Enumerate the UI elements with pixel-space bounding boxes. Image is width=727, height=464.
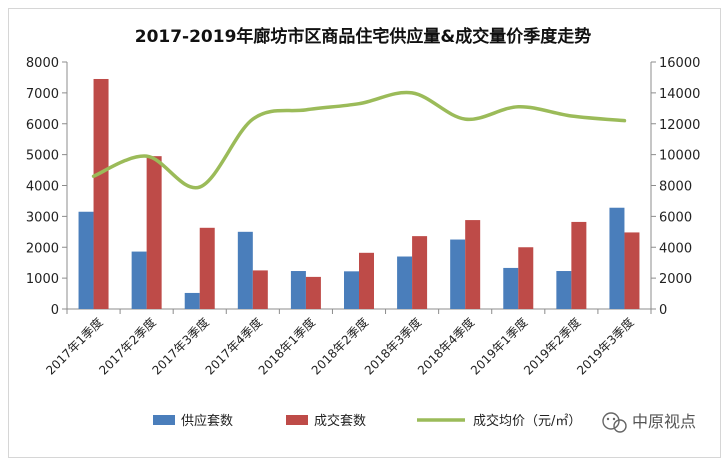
y-right-tick-label: 6000 [659, 210, 692, 225]
legend-item: 成交套数 [286, 413, 366, 429]
y-left-tick-label: 6000 [26, 118, 59, 133]
watermark: 中原视点 [602, 412, 696, 433]
bar-supply [237, 231, 253, 309]
bar-sales [199, 227, 215, 309]
y-right-tick-label: 8000 [659, 180, 692, 195]
bar-supply [450, 239, 466, 309]
y-left-tick-label: 1000 [26, 272, 59, 287]
y-right-tick-label: 2000 [659, 272, 692, 287]
bar-sales [146, 156, 162, 309]
y-left-tick-label: 0 [51, 303, 59, 318]
bar-supply [397, 256, 413, 309]
bar-sales [465, 220, 481, 309]
legend-label: 成交均价（元/㎡） [473, 413, 581, 429]
bar-supply [609, 207, 625, 309]
x-tick-label: 2019年3季度 [574, 315, 637, 378]
y-right-tick-label: 10000 [659, 149, 700, 164]
legend-label: 供应套数 [181, 413, 233, 429]
chart-frame [8, 8, 721, 458]
y-right-tick-label: 0 [659, 303, 667, 318]
legend-swatch [286, 415, 308, 425]
bar-sales [359, 252, 374, 309]
bar-sales [93, 78, 109, 309]
legend-swatch [153, 415, 175, 425]
bar-supply [344, 271, 359, 309]
legend-item: 供应套数 [153, 413, 233, 429]
legend-item: 成交均价（元/㎡） [417, 413, 581, 429]
bar-supply [78, 211, 94, 309]
legend-label: 成交套数 [314, 413, 366, 429]
y-right-tick-label: 14000 [659, 87, 700, 102]
bar-supply [290, 271, 306, 309]
y-right-tick-label: 12000 [659, 118, 700, 133]
bar-sales [571, 221, 587, 309]
y-right-tick-label: 16000 [659, 56, 700, 71]
bar-sales [412, 236, 428, 309]
y-left-tick-label: 3000 [26, 210, 59, 225]
y-left-tick-label: 2000 [26, 241, 59, 256]
bar-sales [518, 247, 534, 309]
wechat-icon [602, 412, 627, 433]
bar-sales [305, 276, 321, 309]
y-left-tick-label: 8000 [26, 56, 59, 71]
chart-title: 2017-2019年廊坊市区商品住宅供应量&成交量价季度走势 [135, 26, 592, 47]
watermark-text: 中原视点 [632, 412, 696, 431]
bar-supply [556, 271, 572, 309]
bar-sales [252, 270, 268, 309]
y-left-tick-label: 7000 [26, 87, 59, 102]
bar-supply [184, 292, 200, 309]
series-line-avg-price [91, 90, 627, 190]
y-right-tick-label: 4000 [659, 241, 692, 256]
bar-sales [624, 232, 640, 309]
bar-supply [503, 267, 519, 309]
y-left-tick-label: 4000 [26, 180, 59, 195]
y-left-tick-label: 5000 [26, 149, 59, 164]
bar-supply [131, 251, 147, 309]
